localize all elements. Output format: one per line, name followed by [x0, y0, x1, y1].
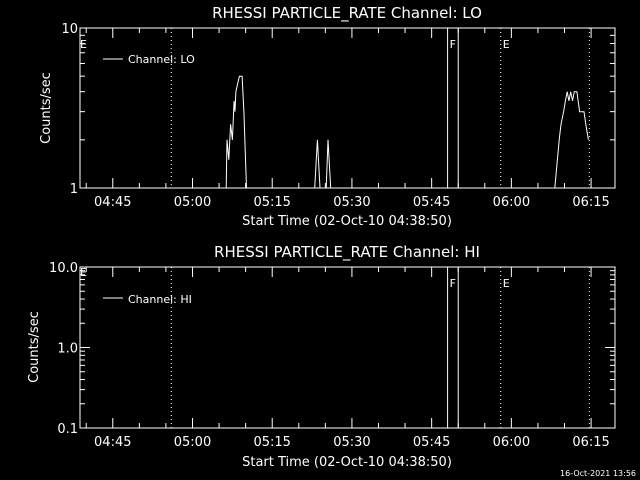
lo-series-line [314, 139, 332, 189]
lo-y-axis-label: Counts/sec [39, 72, 54, 144]
hi-y-axis-label: Counts/sec [27, 311, 42, 383]
lo-x-tick-label: 06:15 [572, 195, 609, 210]
footer-timestamp: 16-Oct-2021 13:56 [560, 469, 636, 478]
lo-chart-title: RHESSI PARTICLE_RATE Channel: LO [212, 4, 482, 23]
lo-x-tick-label: 05:30 [333, 195, 370, 210]
hi-x-tick-label: 04:45 [94, 435, 131, 450]
lo-event-label: F [450, 38, 456, 51]
hi-x-tick-label: 06:00 [493, 435, 530, 450]
lo-y-tick-label: 1 [70, 182, 78, 197]
hi-x-tick-label: 06:15 [572, 435, 609, 450]
lo-x-tick-label: 05:45 [413, 195, 450, 210]
lo-x-tick-label: 04:45 [94, 195, 131, 210]
hi-x-axis-label: Start Time (02-Oct-10 04:38:50) [242, 455, 452, 470]
hi-x-tick-label: 05:30 [333, 435, 370, 450]
lo-x-axis-label: Start Time (02-Oct-10 04:38:50) [242, 214, 452, 229]
hi-event-label: E [503, 277, 510, 290]
lo-x-tick-label: 06:00 [493, 195, 530, 210]
lo-edge-marker-label: E [80, 38, 87, 51]
lo-event-label: E [503, 38, 510, 51]
lo-y-tick-label: 10 [61, 22, 78, 37]
hi-x-tick-label: 05:45 [413, 435, 450, 450]
hi-y-tick-label: 0.1 [57, 422, 78, 437]
hi-legend-label: Channel: HI [128, 293, 192, 306]
lo-series-line [554, 91, 589, 189]
hi-x-tick-label: 05:15 [253, 435, 290, 450]
hi-y-tick-label: 1.0 [57, 342, 78, 357]
hi-edge-marker-label: E [80, 266, 87, 279]
lo-plot-frame [79, 27, 616, 189]
lo-x-tick-label: 05:00 [174, 195, 211, 210]
lo-series-line [225, 75, 247, 189]
hi-x-tick-label: 05:00 [174, 435, 211, 450]
lo-legend-label: Channel: LO [128, 53, 195, 66]
hi-chart-title: RHESSI PARTICLE_RATE Channel: HI [214, 243, 480, 262]
hi-event-label: F [450, 277, 456, 290]
lo-x-tick-label: 05:15 [253, 195, 290, 210]
hi-y-tick-label: 10.0 [49, 261, 78, 276]
